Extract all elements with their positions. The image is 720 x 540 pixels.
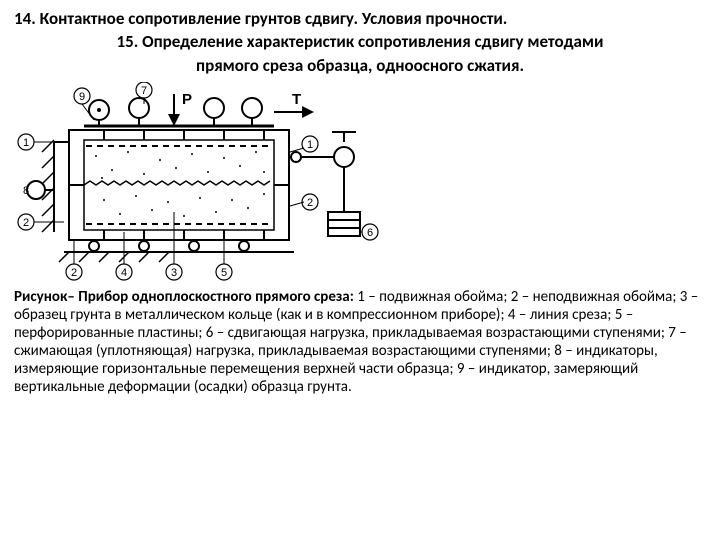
figure-caption: Рисунок– Прибор одноплоскостного прямого… (14, 288, 706, 396)
callout-2b-bottom: 2 (71, 267, 77, 279)
callout-8: 8 (23, 185, 29, 197)
label-p: P (182, 91, 192, 108)
callout-2b: 2 (307, 197, 313, 209)
callout-3: 3 (171, 267, 177, 279)
callout-1b: 1 (307, 139, 313, 151)
callout-1a: 1 (23, 137, 29, 149)
heading-15-line1: 15. Определение характеристик сопротивле… (14, 31, 706, 52)
callout-4: 4 (121, 267, 127, 279)
callout-9: 9 (79, 91, 85, 103)
heading-14: 14. Контактное сопротивление грунтов сдв… (14, 8, 706, 29)
label-t: T (292, 91, 301, 108)
heading-15-line2: прямого среза образца, одноосного сжатия… (14, 55, 706, 76)
callout-7: 7 (141, 85, 147, 97)
callout-2a: 2 (23, 217, 29, 229)
callout-6: 6 (367, 227, 373, 239)
callout-5: 5 (221, 267, 227, 279)
caption-lead: Рисунок– Прибор одноплоскостного прямого… (14, 288, 354, 306)
diagram: P T 9 7 1 8 2 2 4 3 5 1 2 6 (14, 82, 706, 282)
